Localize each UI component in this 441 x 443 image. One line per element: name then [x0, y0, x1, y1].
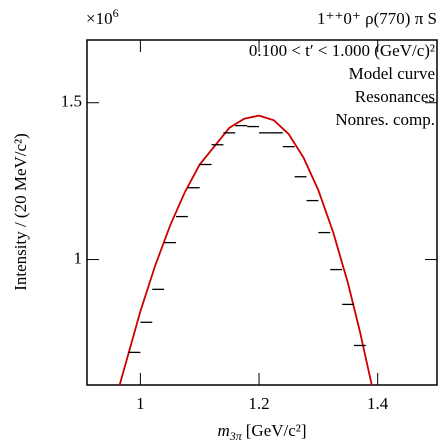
chart-title: 1⁺⁺0⁺ ρ(770) π S	[317, 9, 437, 28]
plot-area	[118, 114, 373, 385]
kinematic-range: 0.100 < t′ < 1.000 (GeV/c)²	[249, 41, 435, 60]
multiplier: ×106	[86, 6, 119, 28]
y-tick-label: 1	[74, 248, 83, 267]
legend-entry: Resonances	[355, 87, 435, 106]
x-tick-label: 1.4	[367, 394, 389, 413]
x-axis-label: m3π [GeV/c²]	[217, 421, 306, 443]
x-tick-label: 1.2	[248, 394, 269, 413]
plot-frame	[86, 39, 438, 386]
model-curve	[118, 114, 373, 385]
x-tick-label: 1	[136, 394, 145, 413]
y-tick-label: 1.5	[61, 92, 82, 111]
legend-entry: Nonres. comp.	[335, 110, 435, 129]
legend-entry: Model curve	[349, 64, 435, 83]
y-axis-label: Intensity / (20 MeV/c²)	[11, 133, 30, 291]
